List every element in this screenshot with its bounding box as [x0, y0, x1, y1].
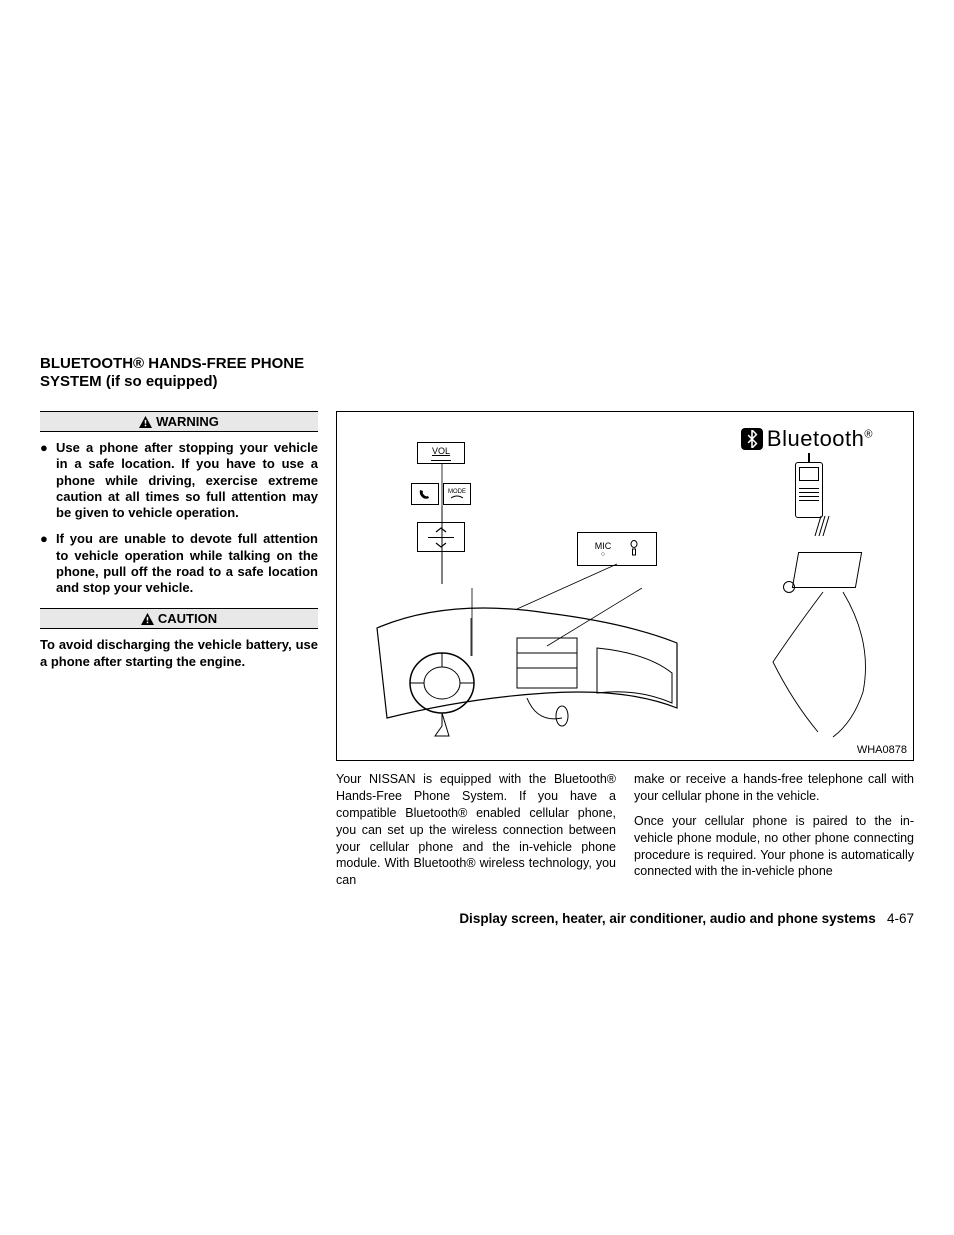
warning-icon — [139, 416, 152, 428]
body-paragraph: make or receive a hands-free telephone c… — [634, 771, 914, 805]
arrow-callout — [417, 522, 465, 552]
warning-item: Use a phone after stopping your vehicle … — [40, 440, 318, 521]
warning-label: WARNING — [156, 414, 219, 429]
sensor-icon — [629, 540, 639, 558]
manual-page: BLUETOOTH® HANDS-FREE PHONE SYSTEM (if s… — [40, 355, 914, 926]
section-heading: BLUETOOTH® HANDS-FREE PHONE SYSTEM (if s… — [40, 355, 914, 391]
warning-item: If you are unable to devote full attenti… — [40, 531, 318, 596]
mode-button: MODE — [443, 483, 471, 505]
mic-callout: MIC ○ — [577, 532, 657, 566]
body-text-columns: Your NISSAN is equipped with the Bluetoo… — [336, 771, 914, 897]
bluetooth-icon — [741, 428, 763, 450]
warning-banner: WARNING — [40, 411, 318, 432]
vol-label: VOL — [432, 446, 450, 456]
module-leader — [763, 572, 883, 742]
vol-callout: VOL — [417, 442, 465, 464]
left-column: WARNING Use a phone after stopping your … — [40, 411, 318, 926]
heading-sub: SYSTEM (if so equipped) — [40, 373, 218, 390]
content-columns: WARNING Use a phone after stopping your … — [40, 411, 914, 926]
figure: Bluetooth® VOL MODE — [336, 411, 914, 761]
footer-page: 4-67 — [887, 911, 914, 926]
warning-list: Use a phone after stopping your vehicle … — [40, 440, 318, 596]
dashboard-sketch — [367, 588, 687, 738]
body-col-1: Your NISSAN is equipped with the Bluetoo… — [336, 771, 616, 897]
footer-section: Display screen, heater, air conditioner,… — [459, 911, 875, 926]
right-column: Bluetooth® VOL MODE — [336, 411, 914, 926]
body-paragraph: Your NISSAN is equipped with the Bluetoo… — [336, 771, 616, 889]
body-paragraph: Once your cellular phone is paired to th… — [634, 813, 914, 881]
heading-main: BLUETOOTH® HANDS-FREE PHONE — [40, 355, 304, 372]
mic-label: MIC — [595, 541, 612, 551]
figure-code: WHA0878 — [857, 744, 907, 756]
signal-icon — [811, 512, 835, 540]
caution-icon — [141, 613, 154, 625]
caution-text: To avoid discharging the vehicle battery… — [40, 637, 318, 670]
page-footer: Display screen, heater, air conditioner,… — [336, 911, 914, 926]
caution-label: CAUTION — [158, 611, 217, 626]
bluetooth-logo: Bluetooth® — [741, 426, 873, 452]
body-col-2: make or receive a hands-free telephone c… — [634, 771, 914, 897]
button-callout: MODE — [409, 482, 473, 506]
caution-banner: CAUTION — [40, 608, 318, 629]
mic-group: MIC ○ — [595, 541, 612, 558]
phone-sketch — [795, 462, 823, 518]
phone-button-icon — [411, 483, 439, 505]
bluetooth-word: Bluetooth® — [767, 426, 873, 452]
